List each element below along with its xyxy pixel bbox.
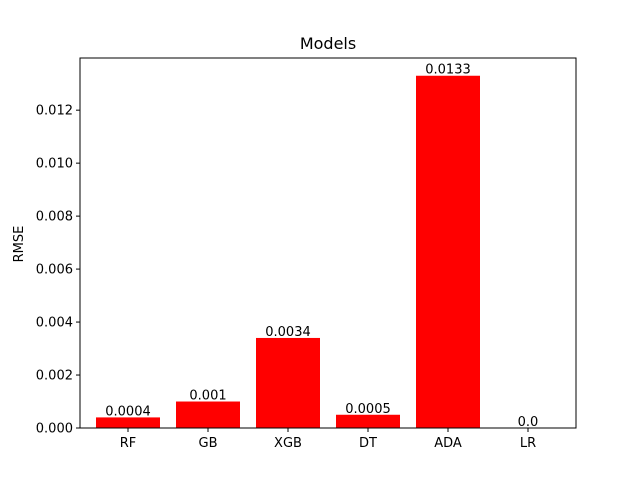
data-labels-group: 0.0004 0.001 0.0034 0.0005 0.0133 0.0 <box>105 63 538 430</box>
x-tick-label-rf: RF <box>120 436 137 451</box>
x-tick-label-xgb: XGB <box>274 436 302 451</box>
bar-dt <box>336 414 400 428</box>
data-label-lr: 0.0 <box>518 415 539 430</box>
bar-ada <box>416 75 480 428</box>
bar-gb <box>176 401 240 428</box>
plot-frame <box>79 57 577 429</box>
x-tick-label-gb: GB <box>199 436 218 451</box>
x-tick-label-ada: ADA <box>434 436 462 451</box>
x-ticks-group: RF GB XGB DT ADA LR <box>120 428 536 451</box>
y-tick-label: 0.006 <box>36 263 73 278</box>
y-tick-label: 0.010 <box>36 157 73 172</box>
x-tick-label-dt: DT <box>359 436 377 451</box>
y-axis-label: RMSE <box>12 226 27 263</box>
x-tick-label-lr: LR <box>520 436 536 451</box>
data-label-rf: 0.0004 <box>105 404 151 419</box>
data-label-dt: 0.0005 <box>345 402 391 417</box>
y-ticks-group: 0.000 0.002 0.004 0.006 0.008 0.010 0.012 <box>36 104 80 437</box>
y-tick-label: 0.004 <box>36 316 73 331</box>
y-tick-label: 0.012 <box>36 104 73 119</box>
data-label-ada: 0.0133 <box>425 63 471 78</box>
bar-rf <box>96 417 160 428</box>
y-tick-label: 0.000 <box>36 422 73 437</box>
y-tick-label: 0.008 <box>36 210 73 225</box>
chart-title: Models <box>300 34 356 53</box>
data-label-gb: 0.001 <box>189 389 226 404</box>
bar-xgb <box>256 337 320 428</box>
bars-group <box>96 75 480 428</box>
data-label-xgb: 0.0034 <box>265 325 311 340</box>
y-tick-label: 0.002 <box>36 369 73 384</box>
